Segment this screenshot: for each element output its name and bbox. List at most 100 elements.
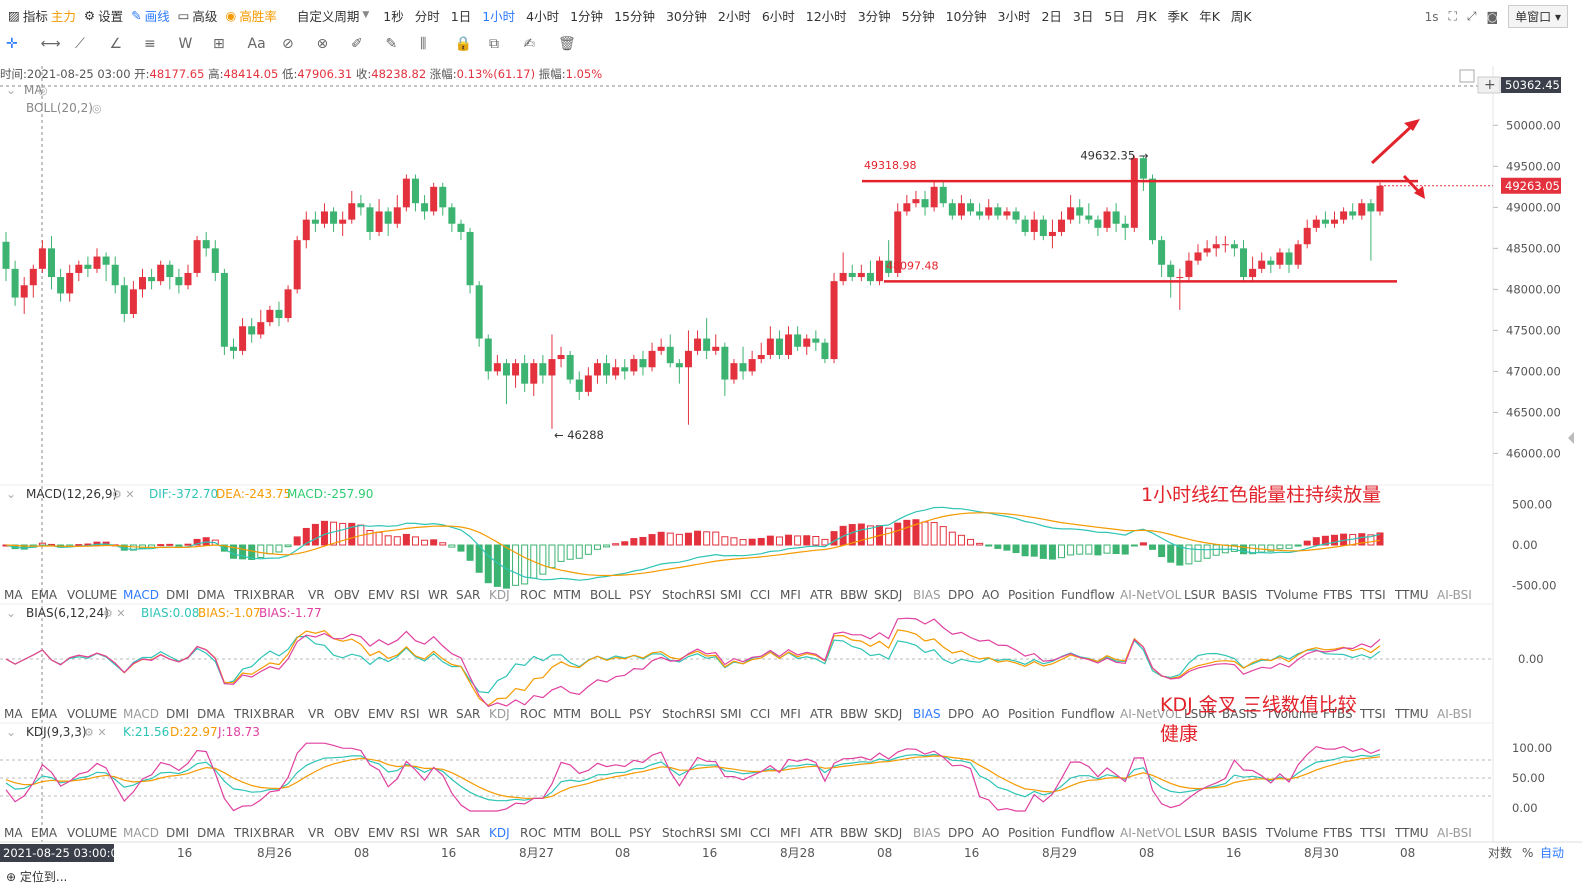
indicator-tab[interactable]: MACD xyxy=(123,826,159,840)
indicator-tab[interactable]: WR xyxy=(428,826,448,840)
indicator-tab[interactable]: PSY xyxy=(629,588,652,602)
period-8[interactable]: 2小时 xyxy=(717,8,751,24)
indicator-tab[interactable]: MA xyxy=(4,707,23,721)
indicator-tab[interactable]: MACD xyxy=(123,588,159,602)
trendline-icon[interactable]: ⟋ xyxy=(75,36,85,52)
period-15[interactable]: 2日 xyxy=(1041,8,1062,24)
indicator-tab[interactable]: BOLL xyxy=(590,707,621,721)
indicator-tab[interactable]: BRAR xyxy=(262,826,295,840)
indicator-tab[interactable]: BOLL xyxy=(590,588,621,602)
indicator-tab[interactable]: VOLUME xyxy=(67,588,117,602)
fib-icon[interactable]: ⊘ xyxy=(282,36,294,52)
indicator-tab[interactable]: DPO xyxy=(948,826,974,840)
indicator-tab[interactable]: BIAS xyxy=(913,826,941,840)
indicator-tab[interactable]: LSUR xyxy=(1184,826,1215,840)
indicator-tab[interactable]: AI-NetVOL xyxy=(1120,588,1182,602)
indicator-tab[interactable]: BRAR xyxy=(262,588,295,602)
period-17[interactable]: 5日 xyxy=(1104,8,1125,24)
indicator-tab[interactable]: AO xyxy=(982,588,999,602)
indicator-tab[interactable]: StochRSI xyxy=(662,588,715,602)
text-icon[interactable]: Aa xyxy=(247,36,266,52)
indicator-tab[interactable]: OBV xyxy=(334,588,360,602)
indicator-tab[interactable]: WR xyxy=(428,588,448,602)
indicator-tab[interactable]: TTMU xyxy=(1394,707,1429,721)
pattern-icon[interactable]: ⫼ xyxy=(420,36,427,52)
indicator-tab[interactable]: MFI xyxy=(780,588,801,602)
indicator-tab[interactable]: KDJ xyxy=(489,707,510,721)
locate-button[interactable]: ⊕ 定位到... xyxy=(6,870,68,884)
indicator-tab[interactable]: KDJ xyxy=(489,588,510,602)
indicator-tab[interactable]: Position xyxy=(1008,588,1055,602)
indicator-tab[interactable]: SKDJ xyxy=(874,588,902,602)
indicator-tab[interactable]: DMA xyxy=(197,588,226,602)
expand-icon[interactable]: ⤢ xyxy=(1466,9,1477,23)
period-16[interactable]: 3日 xyxy=(1072,8,1094,24)
period-19[interactable]: 季K xyxy=(1167,8,1189,24)
fib2-icon[interactable]: ⊗ xyxy=(316,36,329,52)
indicator-tab[interactable]: MTM xyxy=(553,588,581,602)
indicator-tab[interactable]: ATR xyxy=(810,826,833,840)
indicator-tab[interactable]: PSY xyxy=(629,707,652,721)
indicator-tab[interactable]: RSI xyxy=(400,588,420,602)
custom-period-dropdown[interactable]: 自定义周期 ▼ xyxy=(296,8,370,24)
indicator-tab[interactable]: DMA xyxy=(197,826,226,840)
hline-icon[interactable]: ⟷ xyxy=(40,36,61,52)
indicator-tab[interactable]: OBV xyxy=(334,826,360,840)
indicator-tab[interactable]: SKDJ xyxy=(874,707,902,721)
indicator-tab[interactable]: RSI xyxy=(400,826,420,840)
indicator-tab[interactable]: SAR xyxy=(456,826,480,840)
indicator-tab[interactable]: DMI xyxy=(166,826,189,840)
brush-icon[interactable]: ✎ xyxy=(385,36,398,52)
indicator-tab[interactable]: ROC xyxy=(520,707,546,721)
indicator-tab[interactable]: TRIX xyxy=(233,707,261,721)
indicator-tab[interactable]: MA xyxy=(4,588,23,602)
rect-icon[interactable]: ⊞ xyxy=(213,36,225,52)
indicator-tab[interactable]: DMI xyxy=(166,588,189,602)
indicator-tab[interactable]: TVolume xyxy=(1265,707,1318,721)
indicator-tab[interactable]: DPO xyxy=(948,707,974,721)
indicator-tab[interactable]: StochRSI xyxy=(662,707,715,721)
indicator-tab[interactable]: AI-NetVOL xyxy=(1120,707,1182,721)
indicator-tab[interactable]: MFI xyxy=(780,707,801,721)
scale-option-2[interactable]: 自动 xyxy=(1540,846,1564,860)
indicator-tab[interactable]: AO xyxy=(982,826,999,840)
indicator-tab[interactable]: CCI xyxy=(750,588,770,602)
indicator-tab[interactable]: BASIS xyxy=(1222,588,1257,602)
indicator-tab[interactable]: BOLL xyxy=(590,826,621,840)
indicator-tab[interactable]: DMA xyxy=(197,707,226,721)
indicator-tab[interactable]: TTMU xyxy=(1394,826,1429,840)
window-mode-dropdown[interactable]: 单窗口 ▾ xyxy=(1508,5,1568,28)
period-6[interactable]: 15分钟 xyxy=(614,8,655,24)
indicator-tab[interactable]: VR xyxy=(308,826,325,840)
period-20[interactable]: 年K xyxy=(1199,8,1220,24)
indicator-tab[interactable]: VOLUME xyxy=(67,707,117,721)
indicator-tab[interactable]: DPO xyxy=(948,588,974,602)
indicator-tab[interactable]: TVolume xyxy=(1265,826,1318,840)
wave-icon[interactable]: W xyxy=(178,36,193,52)
interval-display[interactable]: 1s xyxy=(1424,9,1439,24)
indicator-tab[interactable]: AI-BSI xyxy=(1437,588,1472,602)
indicator-tab[interactable]: FTBS xyxy=(1323,588,1353,602)
indicator-tab[interactable]: ATR xyxy=(810,588,833,602)
period-18[interactable]: 月K xyxy=(1135,8,1157,24)
scale-option-1[interactable]: % xyxy=(1522,846,1533,860)
fullscreen-icon[interactable]: ⛶ xyxy=(1448,9,1457,23)
indicator-tab[interactable]: CCI xyxy=(750,826,770,840)
period-11[interactable]: 3分钟 xyxy=(857,8,891,24)
indicator-tab[interactable]: Fundflow xyxy=(1061,588,1115,602)
indicator-tab[interactable]: Position xyxy=(1008,826,1055,840)
period-13[interactable]: 10分钟 xyxy=(945,8,987,24)
advanced-button[interactable]: ▭ 高级 xyxy=(177,7,218,24)
drawing-button[interactable]: ✎ 画线 xyxy=(131,7,170,24)
add-alert-button[interactable] xyxy=(1477,76,1501,94)
indicator-tab[interactable]: StochRSI xyxy=(662,826,715,840)
indicator-tab[interactable]: SMI xyxy=(720,588,742,602)
edit-icon[interactable]: ✍ xyxy=(523,36,536,52)
indicator-tab[interactable]: RSI xyxy=(400,707,420,721)
camera-icon[interactable]: ◙ xyxy=(1486,9,1499,24)
period-1[interactable]: 分时 xyxy=(414,8,440,24)
indicator-tab[interactable]: AI-BSI xyxy=(1437,826,1472,840)
indicator-tab[interactable]: SMI xyxy=(720,826,742,840)
indicator-tab[interactable]: TTMU xyxy=(1394,588,1429,602)
indicator-tab[interactable]: MA xyxy=(4,826,23,840)
